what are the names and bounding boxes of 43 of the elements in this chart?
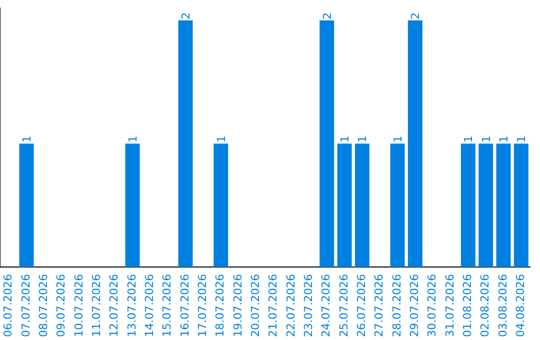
x-tick-label: 14.07.2026 (143, 274, 156, 338)
x-tick-label: 16.07.2026 (178, 274, 192, 338)
data-label: 1 (214, 136, 228, 143)
x-tick-label: 10.07.2026 (72, 274, 86, 338)
x-tick-label: 27.07.2026 (372, 274, 386, 338)
x-tick-label: 25.07.2026 (337, 274, 350, 338)
x-tick-label: 03.08.2026 (496, 274, 510, 338)
x-tick-label: 02.08.2026 (478, 274, 492, 338)
x-tick-label: 28.07.2026 (390, 274, 404, 338)
x-tick-label: 11.07.2026 (90, 274, 104, 338)
data-label: 2 (320, 12, 334, 20)
x-tick-label: 23.07.2026 (302, 274, 316, 338)
x-tick-label: 15.07.2026 (160, 274, 174, 338)
x-tick-label: 12.07.2026 (108, 274, 121, 338)
x-tick-label: 01.08.2026 (461, 274, 474, 338)
x-tick-label: 22.07.2026 (284, 274, 298, 338)
x-tick-label: 17.07.2026 (196, 274, 210, 338)
data-label: 2 (409, 12, 422, 20)
x-tick-label: 30.07.2026 (426, 274, 439, 338)
data-label: 1 (338, 136, 352, 143)
x-tick-label: 21.07.2026 (266, 274, 280, 338)
x-tick-label: 04.08.2026 (514, 274, 528, 338)
data-label: 1 (20, 136, 34, 143)
x-tick-label: 31.07.2026 (443, 274, 456, 338)
data-label: 1 (356, 136, 370, 143)
data-label: 1 (498, 136, 510, 143)
data-label: 1 (126, 136, 140, 143)
x-tick-label: 24.07.2026 (320, 274, 333, 338)
x-tick-label: 18.07.2026 (214, 274, 227, 338)
x-tick-label: 07.07.2026 (19, 274, 32, 338)
x-tick-label: 06.07.2026 (2, 274, 15, 338)
data-label: 1 (462, 136, 476, 143)
x-tick-label: 19.07.2026 (231, 274, 244, 338)
data-label: 2 (180, 12, 192, 20)
data-label: 1 (480, 136, 493, 143)
x-tick-label: 20.07.2026 (249, 274, 262, 338)
x-tick-label: 09.07.2026 (54, 274, 68, 338)
data-label: 1 (515, 136, 528, 143)
data-label: 1 (392, 136, 404, 143)
x-tick-label: 13.07.2026 (125, 274, 138, 338)
x-tick-label: 08.07.2026 (37, 274, 50, 338)
x-tick-label: 26.07.2026 (355, 274, 368, 338)
x-tick-label: 29.07.2026 (408, 274, 422, 338)
